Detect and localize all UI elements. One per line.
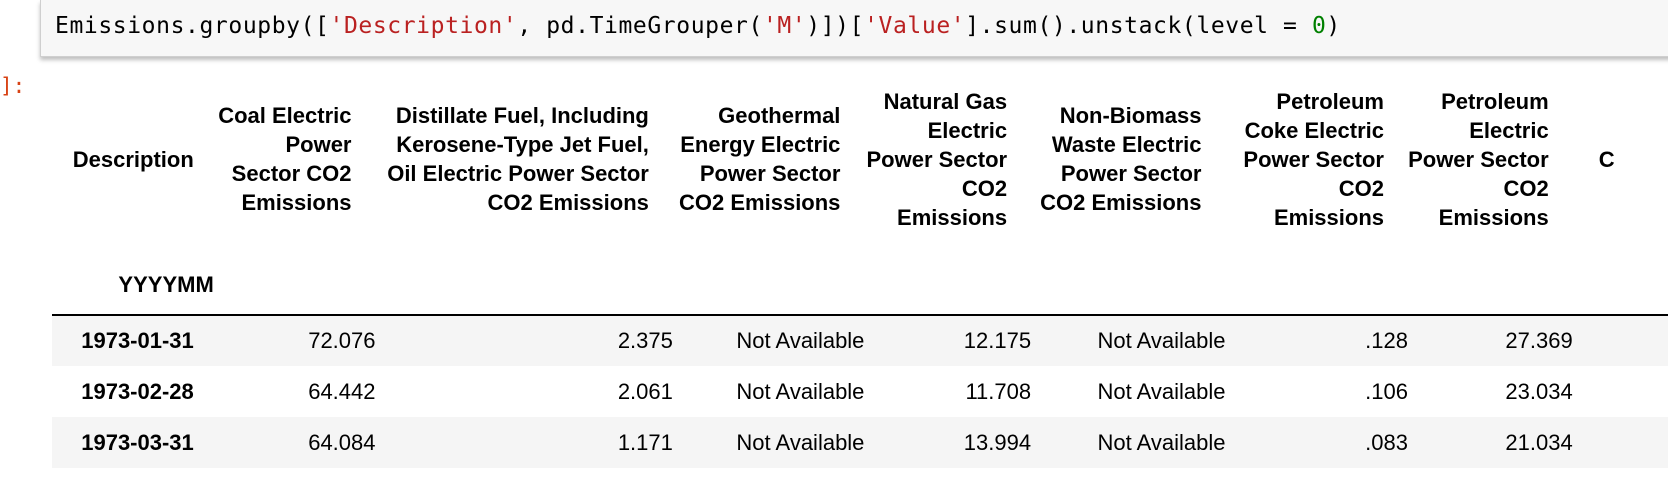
column-header: Natural Gas Electric Power Sector CO2 Em… bbox=[866, 88, 1008, 230]
output-area: Description Coal Electric Power Sector C… bbox=[52, 64, 1668, 492]
row-index: 1973-01-31 bbox=[81, 328, 194, 353]
table-cell bbox=[1573, 315, 1668, 366]
column-header: Distillate Fuel, Including Kerosene-Type… bbox=[387, 103, 649, 215]
empty-cell bbox=[1031, 254, 1225, 315]
code-token: )])[ bbox=[806, 13, 865, 39]
table-cell: .128 bbox=[1365, 328, 1408, 353]
code-token-number: 0 bbox=[1311, 13, 1327, 39]
empty-cell bbox=[1408, 254, 1573, 315]
code-token: ) bbox=[1326, 13, 1341, 39]
table-cell: 23.034 bbox=[1505, 378, 1573, 404]
table-cell: 72.076 bbox=[308, 328, 376, 353]
code-token-string: 'Description' bbox=[329, 13, 518, 39]
table-row: 1973-02-28 64.442 2.061 Not Available 11… bbox=[52, 366, 1668, 417]
column-header: Non-Biomass Waste Electric Power Sector … bbox=[1040, 103, 1202, 215]
table-cell: Not Available bbox=[1097, 328, 1226, 353]
column-header-truncated: C bbox=[1598, 146, 1615, 172]
row-index: 1973-03-31 bbox=[81, 429, 194, 455]
table-cell: .106 bbox=[1365, 378, 1408, 404]
table-cell: 21.034 bbox=[1505, 429, 1573, 455]
table-cell: 2.061 bbox=[617, 378, 673, 404]
code-line[interactable]: Emissions.groupby(['Description', pd.Tim… bbox=[55, 13, 1341, 39]
table-cell: Not Available bbox=[1097, 429, 1226, 455]
dataframe-table: Description Coal Electric Power Sector C… bbox=[52, 64, 1668, 468]
table-cell: Not Available bbox=[736, 328, 865, 353]
table-cell: 12.175 bbox=[963, 328, 1032, 353]
table-cell: Not Available bbox=[736, 429, 865, 455]
code-cell: Emissions.groupby(['Description', pd.Tim… bbox=[0, 0, 1668, 57]
code-editor[interactable]: Emissions.groupby(['Description', pd.Tim… bbox=[40, 0, 1668, 57]
code-token-string: 'Value' bbox=[864, 13, 966, 39]
table-cell: Not Available bbox=[1097, 378, 1226, 404]
column-header: Geothermal Energy Electric Power Sector … bbox=[679, 103, 841, 215]
code-token: ].sum().unstack(level = bbox=[965, 13, 1312, 39]
column-header: Petroleum Coke Electric Power Sector CO2… bbox=[1243, 88, 1384, 230]
index-header-row: YYYYMM bbox=[52, 254, 1668, 315]
table-cell: 13.994 bbox=[963, 429, 1032, 455]
table-row: 1973-01-31 72.076 2.375 Not Available 12… bbox=[52, 315, 1668, 366]
table-cell: .083 bbox=[1365, 429, 1408, 455]
index-name-header: YYYYMM bbox=[118, 271, 214, 297]
column-header: Coal Electric Power Sector CO2 Emissions bbox=[218, 103, 352, 215]
table-cell bbox=[1573, 366, 1668, 417]
empty-cell bbox=[214, 254, 376, 315]
code-token-string: 'M' bbox=[762, 13, 807, 39]
table-cell bbox=[1573, 417, 1668, 468]
table-cell: 64.442 bbox=[308, 378, 376, 404]
column-header: Petroleum Electric Power Sector CO2 Emis… bbox=[1408, 88, 1549, 230]
empty-cell bbox=[673, 254, 865, 315]
table-row: 1973-03-31 64.084 1.171 Not Available 13… bbox=[52, 417, 1668, 468]
table-cell: 27.369 bbox=[1505, 328, 1573, 353]
empty-cell bbox=[1573, 254, 1668, 315]
code-token: Emissions.groupby([ bbox=[55, 13, 330, 39]
empty-cell bbox=[864, 254, 1031, 315]
output-prompt: ]: bbox=[0, 74, 26, 98]
empty-cell bbox=[1225, 254, 1408, 315]
table-cell: 64.084 bbox=[308, 429, 376, 455]
table-cell: 1.171 bbox=[617, 429, 673, 455]
columns-name-header: Description bbox=[72, 146, 194, 172]
code-token: , pd.TimeGrouper( bbox=[517, 13, 763, 39]
empty-cell bbox=[376, 254, 673, 315]
table-cell: Not Available bbox=[736, 378, 865, 404]
row-index: 1973-02-28 bbox=[81, 378, 194, 404]
columns-header-row: Description Coal Electric Power Sector C… bbox=[52, 64, 1668, 254]
table-cell: 11.708 bbox=[965, 378, 1032, 404]
table-cell: 2.375 bbox=[617, 328, 673, 353]
